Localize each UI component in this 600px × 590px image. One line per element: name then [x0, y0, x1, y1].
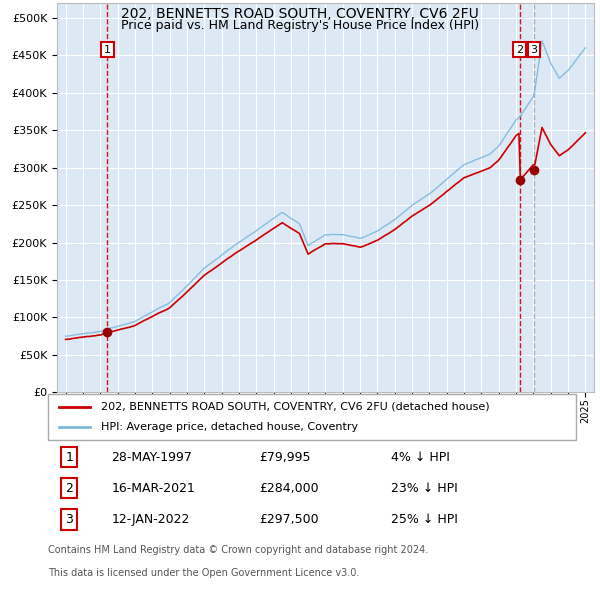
- Text: 28-MAY-1997: 28-MAY-1997: [112, 451, 192, 464]
- Text: £79,995: £79,995: [259, 451, 311, 464]
- Text: 12-JAN-2022: 12-JAN-2022: [112, 513, 190, 526]
- Text: 2: 2: [516, 45, 523, 55]
- Text: £284,000: £284,000: [259, 481, 319, 495]
- Text: 2: 2: [65, 481, 73, 495]
- Text: 3: 3: [530, 45, 538, 55]
- Text: 202, BENNETTS ROAD SOUTH, COVENTRY, CV6 2FU (detached house): 202, BENNETTS ROAD SOUTH, COVENTRY, CV6 …: [101, 402, 490, 412]
- Text: Contains HM Land Registry data © Crown copyright and database right 2024.: Contains HM Land Registry data © Crown c…: [48, 545, 428, 555]
- Text: Price paid vs. HM Land Registry's House Price Index (HPI): Price paid vs. HM Land Registry's House …: [121, 19, 479, 32]
- Text: 3: 3: [65, 513, 73, 526]
- Text: 1: 1: [104, 45, 111, 55]
- Text: 25% ↓ HPI: 25% ↓ HPI: [391, 513, 458, 526]
- FancyBboxPatch shape: [48, 394, 576, 440]
- Text: 4% ↓ HPI: 4% ↓ HPI: [391, 451, 450, 464]
- Text: 1: 1: [65, 451, 73, 464]
- Text: 202, BENNETTS ROAD SOUTH, COVENTRY, CV6 2FU: 202, BENNETTS ROAD SOUTH, COVENTRY, CV6 …: [121, 7, 479, 21]
- Text: This data is licensed under the Open Government Licence v3.0.: This data is licensed under the Open Gov…: [48, 568, 359, 578]
- Text: 16-MAR-2021: 16-MAR-2021: [112, 481, 195, 495]
- Text: 23% ↓ HPI: 23% ↓ HPI: [391, 481, 458, 495]
- Text: £297,500: £297,500: [259, 513, 319, 526]
- Text: HPI: Average price, detached house, Coventry: HPI: Average price, detached house, Cove…: [101, 422, 358, 432]
